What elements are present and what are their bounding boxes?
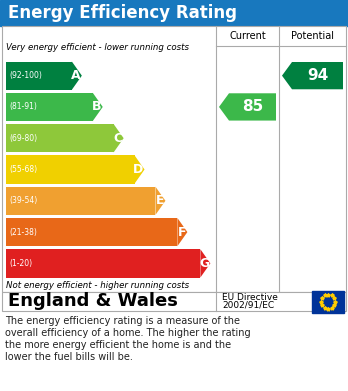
Polygon shape bbox=[135, 155, 144, 184]
Bar bbox=[6, 218, 177, 246]
Bar bbox=[2, 292, 346, 311]
Text: E: E bbox=[156, 194, 165, 207]
Polygon shape bbox=[156, 187, 165, 215]
Text: Not energy efficient - higher running costs: Not energy efficient - higher running co… bbox=[6, 282, 189, 291]
Text: (81-91): (81-91) bbox=[9, 102, 37, 111]
Polygon shape bbox=[219, 93, 276, 120]
Text: D: D bbox=[133, 163, 143, 176]
Polygon shape bbox=[93, 93, 103, 121]
Text: 2002/91/EC: 2002/91/EC bbox=[222, 300, 274, 309]
Text: (55-68): (55-68) bbox=[9, 165, 37, 174]
Polygon shape bbox=[200, 249, 211, 278]
Text: The energy efficiency rating is a measure of the: The energy efficiency rating is a measur… bbox=[5, 316, 240, 326]
Text: F: F bbox=[178, 226, 187, 239]
Text: overall efficiency of a home. The higher the rating: overall efficiency of a home. The higher… bbox=[5, 328, 251, 338]
Text: EU Directive: EU Directive bbox=[222, 293, 278, 302]
Bar bbox=[312, 291, 344, 312]
Text: 94: 94 bbox=[307, 68, 328, 83]
Bar bbox=[6, 249, 200, 278]
Text: (21-38): (21-38) bbox=[9, 228, 37, 237]
Bar bbox=[0, 0, 348, 26]
Bar bbox=[2, 26, 346, 292]
Text: Energy Efficiency Rating: Energy Efficiency Rating bbox=[8, 4, 237, 22]
Polygon shape bbox=[282, 62, 343, 89]
Text: A: A bbox=[71, 69, 81, 82]
Polygon shape bbox=[177, 218, 187, 246]
Text: lower the fuel bills will be.: lower the fuel bills will be. bbox=[5, 352, 133, 362]
Text: (69-80): (69-80) bbox=[9, 134, 37, 143]
Bar bbox=[6, 124, 114, 152]
Text: G: G bbox=[199, 257, 209, 270]
Bar bbox=[6, 61, 72, 90]
Polygon shape bbox=[114, 124, 124, 152]
Text: (92-100): (92-100) bbox=[9, 71, 42, 80]
Text: B: B bbox=[92, 100, 102, 113]
Text: England & Wales: England & Wales bbox=[8, 292, 178, 310]
Bar bbox=[6, 155, 135, 184]
Text: Potential: Potential bbox=[291, 31, 334, 41]
Text: the more energy efficient the home is and the: the more energy efficient the home is an… bbox=[5, 340, 231, 350]
Text: Current: Current bbox=[229, 31, 266, 41]
Text: (1-20): (1-20) bbox=[9, 259, 32, 268]
Text: 85: 85 bbox=[242, 99, 263, 115]
Text: Very energy efficient - lower running costs: Very energy efficient - lower running co… bbox=[6, 43, 189, 52]
Polygon shape bbox=[72, 61, 82, 90]
Text: C: C bbox=[113, 132, 122, 145]
Text: (39-54): (39-54) bbox=[9, 196, 37, 205]
Bar bbox=[6, 93, 93, 121]
Bar bbox=[6, 187, 156, 215]
